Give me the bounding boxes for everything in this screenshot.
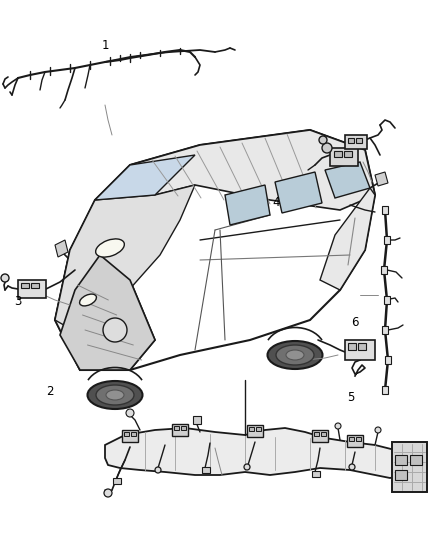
Bar xyxy=(345,135,367,149)
Bar xyxy=(382,386,388,394)
Bar xyxy=(410,455,422,465)
Bar xyxy=(395,470,407,480)
Bar xyxy=(193,416,201,424)
Bar xyxy=(122,430,138,442)
Polygon shape xyxy=(105,428,405,478)
Circle shape xyxy=(319,136,327,144)
Bar xyxy=(344,151,352,157)
Bar xyxy=(256,427,261,431)
Polygon shape xyxy=(55,240,68,257)
Bar xyxy=(21,283,29,288)
Bar xyxy=(392,442,427,492)
Polygon shape xyxy=(320,188,375,290)
Bar xyxy=(124,432,129,436)
Circle shape xyxy=(244,464,250,470)
Bar xyxy=(18,280,46,298)
Ellipse shape xyxy=(96,385,134,405)
Circle shape xyxy=(349,464,355,470)
Polygon shape xyxy=(225,185,270,225)
Circle shape xyxy=(1,274,9,282)
Text: 2: 2 xyxy=(46,385,54,398)
Ellipse shape xyxy=(276,345,314,365)
Circle shape xyxy=(335,423,341,429)
Text: 4: 4 xyxy=(272,196,280,209)
Bar xyxy=(321,432,326,436)
Bar xyxy=(334,151,342,157)
Bar xyxy=(347,435,363,447)
Bar xyxy=(382,206,388,214)
Bar xyxy=(249,427,254,431)
Bar xyxy=(113,478,121,484)
Bar xyxy=(381,266,387,274)
Bar xyxy=(348,138,354,143)
Bar xyxy=(181,426,186,430)
Polygon shape xyxy=(130,130,375,210)
Ellipse shape xyxy=(286,350,304,360)
Polygon shape xyxy=(325,162,370,198)
Ellipse shape xyxy=(88,381,142,409)
Bar xyxy=(356,437,361,441)
Bar xyxy=(358,343,366,350)
Polygon shape xyxy=(375,172,388,186)
Circle shape xyxy=(104,489,112,497)
Bar xyxy=(348,343,356,350)
Bar xyxy=(345,340,375,360)
Bar xyxy=(395,455,407,465)
Bar xyxy=(202,467,210,473)
Bar xyxy=(131,432,136,436)
Polygon shape xyxy=(95,155,195,200)
Bar xyxy=(385,356,391,364)
Ellipse shape xyxy=(106,390,124,400)
Bar xyxy=(312,430,328,442)
Text: 3: 3 xyxy=(14,295,21,308)
Bar xyxy=(384,236,390,244)
Polygon shape xyxy=(55,130,375,370)
Text: 1: 1 xyxy=(101,39,109,52)
Circle shape xyxy=(126,409,134,417)
Circle shape xyxy=(155,467,161,473)
Text: 6: 6 xyxy=(351,316,359,329)
Ellipse shape xyxy=(268,341,322,369)
Bar xyxy=(330,148,358,166)
Text: 5: 5 xyxy=(347,391,354,403)
Bar xyxy=(312,471,320,477)
Bar xyxy=(349,437,354,441)
Circle shape xyxy=(322,143,332,153)
Bar xyxy=(31,283,39,288)
Bar xyxy=(247,425,263,437)
Ellipse shape xyxy=(80,294,96,306)
Bar xyxy=(382,326,388,334)
Bar xyxy=(356,138,362,143)
Bar xyxy=(174,426,179,430)
Polygon shape xyxy=(275,172,322,213)
Bar xyxy=(384,296,390,304)
Polygon shape xyxy=(55,250,155,370)
Bar xyxy=(314,432,319,436)
Polygon shape xyxy=(60,255,155,370)
Circle shape xyxy=(375,427,381,433)
Polygon shape xyxy=(55,185,195,340)
Ellipse shape xyxy=(95,239,124,257)
Circle shape xyxy=(103,318,127,342)
Bar xyxy=(172,424,188,436)
